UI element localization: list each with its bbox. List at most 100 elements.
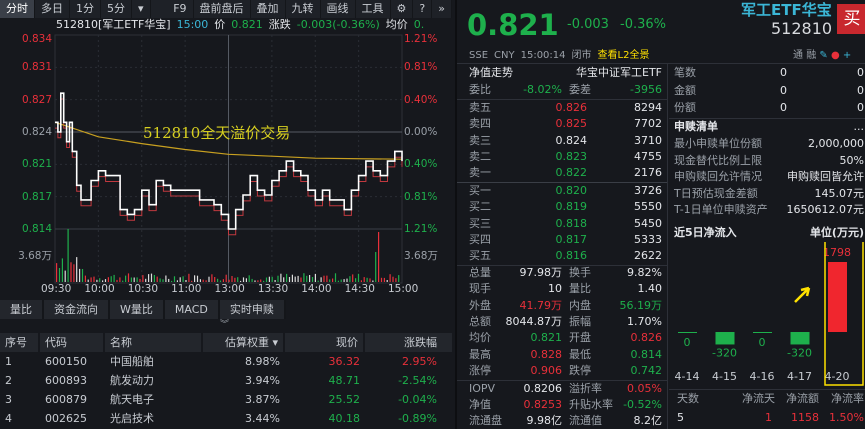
stat-value: 8.2亿 [633, 414, 663, 427]
wc-value: -3956 [630, 83, 662, 96]
volume-bar [70, 262, 72, 282]
y-axis-left-label: 0.821 [21, 158, 52, 171]
volume-bar [383, 277, 385, 282]
netflow-summary-row: 5 1 1158 1.50% [669, 410, 865, 426]
tab-macd[interactable]: MACD [164, 300, 220, 319]
bid-volume: 3726 [634, 184, 662, 197]
pre-post-market-button[interactable]: 盘前盘后 [194, 0, 251, 18]
volume-bar [194, 275, 196, 282]
ask-price: 0.826 [555, 101, 588, 114]
volume-bar [56, 263, 58, 282]
ask-price: 0.824 [555, 133, 588, 147]
netflow-date-label: 4-16 [750, 370, 775, 383]
stat-value: 41.79万 [519, 298, 563, 312]
tab-5min[interactable]: 5分 [101, 0, 132, 18]
trade-row: 份额 0 0 [669, 100, 865, 116]
col-weight[interactable]: 估算权重 ▾ [203, 333, 285, 352]
stat-label: 升贴水率 [569, 398, 613, 411]
summary-header: 净流额 [786, 392, 819, 405]
y-axis-right-label: 1.21% [404, 223, 438, 235]
cell-change: -2.54% [398, 374, 437, 387]
edit-pencil-icon[interactable]: ✎ [819, 50, 828, 61]
price-line [55, 92, 403, 230]
creation-row: 现金替代比例上限 50% [669, 153, 865, 169]
volume-bar [271, 276, 273, 282]
tools-button[interactable]: 工具 [356, 0, 391, 18]
tong-icon[interactable]: 通 [793, 50, 803, 61]
stat-value: -0.52% [623, 398, 662, 411]
volume-bar [337, 280, 339, 282]
collapse-chevron-icon[interactable]: ︾ [220, 320, 230, 330]
y-axis-right-label: 0.81% [404, 190, 438, 203]
volume-bar [179, 277, 181, 282]
trade-row: 笔数 0 0 [669, 65, 865, 81]
tab-1min[interactable]: 1分 [70, 0, 101, 18]
f9-button[interactable]: F9 [167, 0, 194, 18]
cell-code: 600150 [45, 355, 87, 368]
col-change[interactable]: 涨跌幅 [404, 336, 437, 349]
netflow-bar [790, 332, 810, 345]
volume-bar [317, 280, 319, 282]
add-icon[interactable]: + [842, 50, 852, 61]
volume-bar [119, 277, 121, 282]
netflow-date-label: 4-17 [787, 370, 812, 383]
more-icon[interactable]: ... [853, 120, 865, 133]
y-axis-right-label: 0.81% [404, 61, 438, 74]
table-row[interactable]: 1 600150 中国船舶 8.98% 36.32 2.95% [0, 352, 452, 371]
tab-multi-day[interactable]: 多日 [35, 0, 70, 18]
volume-bar [87, 279, 89, 282]
ask-volume: 7702 [634, 117, 662, 131]
tab-realtime-creation[interactable]: 实时申赎 [219, 300, 286, 319]
nav-trend-link[interactable]: 净值走势 [469, 66, 513, 79]
volume-bar [110, 276, 112, 282]
volume-bar [280, 273, 282, 282]
table-row[interactable]: 4 002625 光启技术 3.44% 40.18 -0.89% [0, 409, 452, 428]
arrow-icon [794, 286, 811, 303]
tab-w-volume-ratio[interactable]: W量比 [110, 300, 165, 319]
td-sequential-button[interactable]: 九转 [286, 0, 321, 18]
rong-icon[interactable]: 融 [806, 50, 817, 61]
stat-value: 0.828 [530, 347, 563, 361]
intraday-chart[interactable] [0, 0, 452, 300]
volume-bar [340, 279, 342, 282]
exchange: SSE [469, 50, 489, 61]
col-price[interactable]: 现价 [285, 333, 365, 352]
cell-price: 40.18 [328, 412, 361, 425]
table-row[interactable]: 2 600893 航发动力 3.94% 48.71 -2.54% [0, 371, 452, 390]
tab-volume-ratio[interactable]: 量比 [0, 300, 44, 319]
volume-bar [251, 278, 253, 282]
period-dropdown-icon[interactable]: ▾ [132, 0, 151, 18]
bid-level: 买一 [469, 184, 491, 197]
volume-bar [153, 275, 155, 282]
help-icon[interactable]: ? [413, 0, 433, 18]
settings-gear-icon[interactable]: ⚙ [391, 0, 414, 18]
ask-row: 卖五 0.826 8294 [457, 100, 667, 116]
col-name[interactable]: 名称 [105, 333, 203, 352]
overlay-button[interactable]: 叠加 [251, 0, 286, 18]
col-code[interactable]: 代码 [40, 333, 105, 352]
table-row[interactable]: 3 600879 航天电子 3.87% 25.52 -0.04% [0, 390, 452, 409]
creation-row: 申购赎回允许情况 申购赎回皆允许 [669, 169, 865, 185]
ask-volume: 8294 [634, 101, 662, 114]
stat-row: 均价 0.821 开盘 0.826 [457, 330, 667, 346]
market-closed: 闭市 [571, 50, 592, 61]
cell-code: 600879 [45, 393, 87, 406]
creation-row: T-1日单位申赎资产 1650612.07元 [669, 202, 865, 218]
l2-link[interactable]: 查看L2全景 [597, 50, 650, 61]
col-index[interactable]: 序号 [0, 333, 40, 352]
quote-time: 15:00:14 [520, 50, 566, 61]
stat-value: 0.814 [630, 347, 663, 361]
ask-volume: 4755 [634, 149, 662, 163]
bid-row: 买五 0.816 2622 [457, 248, 667, 264]
tab-intraday[interactable]: 分时 [0, 0, 35, 18]
draw-line-button[interactable]: 画线 [321, 0, 356, 18]
tab-fund-flow[interactable]: 资金流向 [44, 300, 110, 319]
expand-icon[interactable]: » [432, 0, 452, 18]
alert-bell-icon[interactable]: ● [830, 50, 840, 61]
change-value: -0.003(-0.36%) [296, 18, 380, 31]
buy-button[interactable]: 买 [837, 4, 865, 34]
stat-value: 0.8253 [523, 398, 563, 411]
x-axis-label: 13:00 [214, 283, 245, 295]
creation-value: 1650612.07元 [786, 203, 864, 217]
volume-bar [90, 277, 92, 282]
